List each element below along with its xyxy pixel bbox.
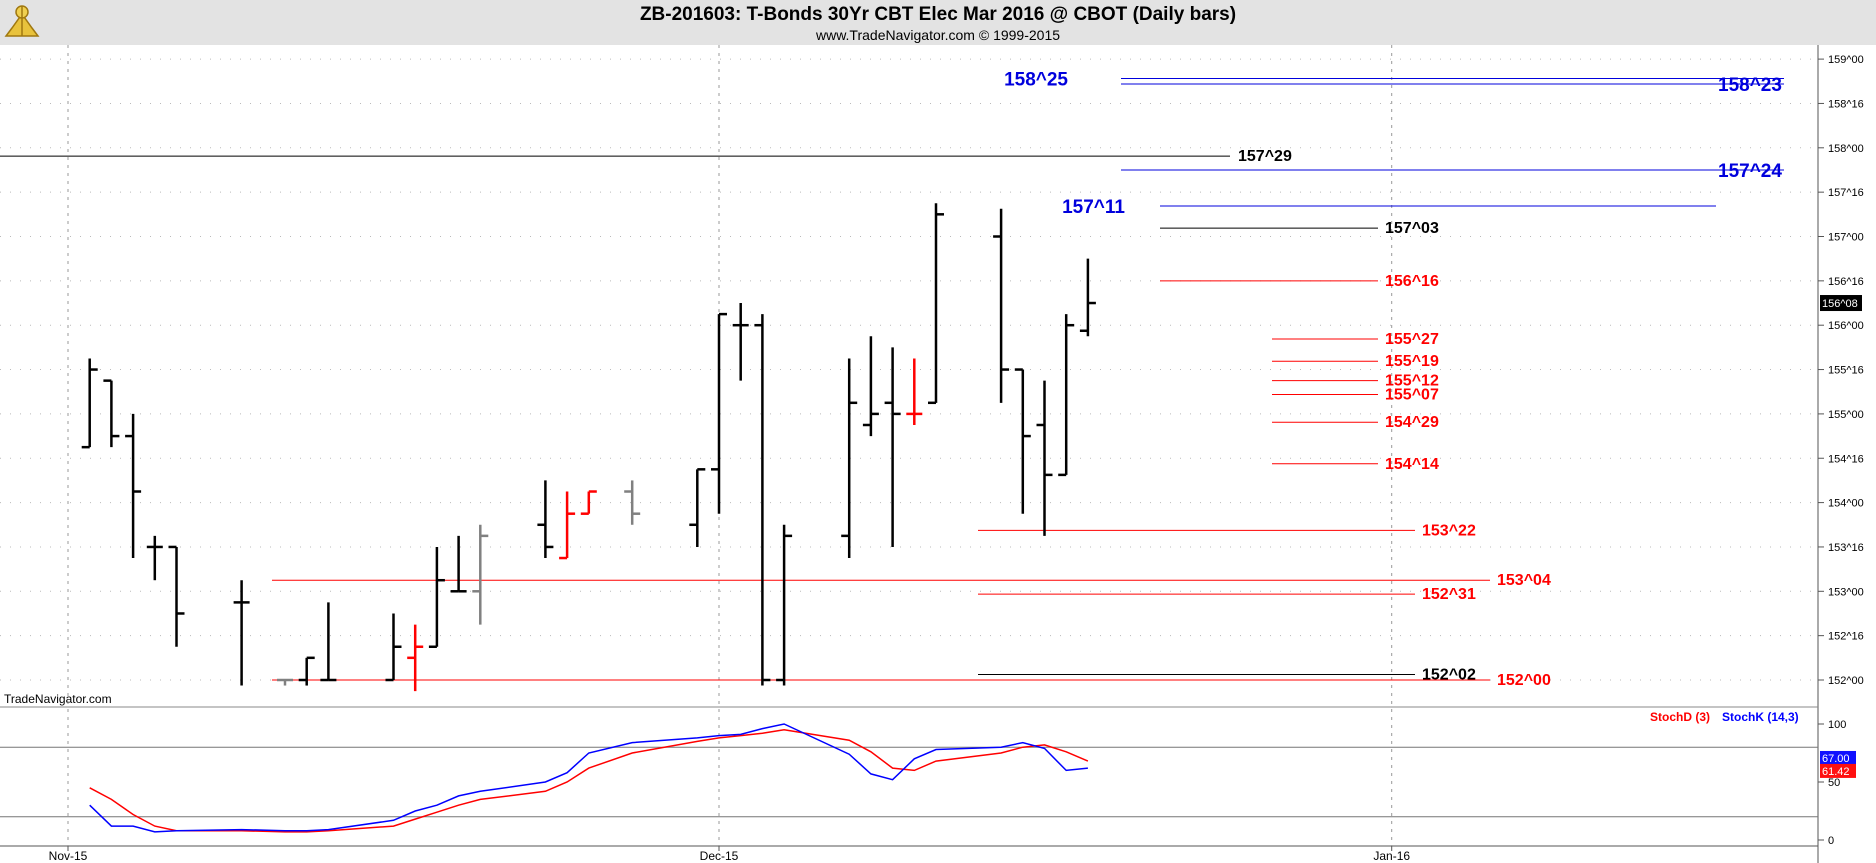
y-tick-label: 158^00 (1828, 143, 1864, 155)
y-tick-label: 158^16 (1828, 98, 1864, 110)
level-label: 157^11 (1062, 197, 1125, 218)
level-label: 155^27 (1385, 331, 1439, 348)
last-price-box (1820, 295, 1862, 312)
stoch-y-tick-label: 0 (1828, 835, 1834, 847)
y-tick-label: 156^00 (1828, 320, 1864, 332)
stoch-y-tick-label: 50 (1828, 777, 1840, 789)
stoch-legend-d: StochD (3) (1650, 710, 1710, 724)
y-tick-label: 157^16 (1828, 187, 1864, 199)
y-tick-label: 157^00 (1828, 232, 1864, 244)
y-tick-label: 155^00 (1828, 409, 1864, 421)
time-axis: Nov-15 Dec-15 Jan-16 (49, 846, 1410, 863)
level-label: 155^07 (1385, 386, 1439, 403)
x-tick-label: Dec-15 (700, 849, 739, 863)
level-label: 154^29 (1385, 414, 1439, 431)
last-price-label: 156^08 (1822, 298, 1858, 310)
level-label: 152^00 (1497, 672, 1551, 689)
x-tick-label: Nov-15 (49, 849, 88, 863)
y-tick-label: 153^16 (1828, 542, 1864, 554)
y-tick-label: 155^16 (1828, 365, 1864, 377)
x-tick-label: Jan-16 (1373, 849, 1410, 863)
level-label: 158^23 (1718, 75, 1782, 96)
level-label: 157^03 (1385, 220, 1439, 237)
stoch-d-value-box (1820, 763, 1856, 778)
y-tick-label: 154^16 (1828, 453, 1864, 465)
level-label: 157^24 (1718, 161, 1782, 182)
grid (0, 45, 1818, 846)
y-tick-label: 153^00 (1828, 586, 1864, 598)
stoch-k-value-box (1820, 750, 1856, 765)
level-label: 156^16 (1385, 273, 1439, 290)
sextant-logo-icon (4, 5, 40, 37)
y-tick-label: 159^00 (1828, 54, 1864, 66)
stoch-series-line (89, 723, 1088, 833)
price-bars (81, 203, 1096, 692)
level-label: 154^14 (1385, 456, 1439, 473)
watermark: TradeNavigator.com (4, 692, 112, 706)
y-tick-label: 152^16 (1828, 631, 1864, 643)
stoch-series-line (89, 729, 1089, 833)
level-label: 155^19 (1385, 353, 1439, 370)
level-label: 152^02 (1422, 666, 1476, 683)
stoch-k-value-label: 67.00 (1822, 753, 1850, 765)
chart-subtitle: www.TradeNavigator.com © 1999-2015 (815, 27, 1060, 43)
stoch-y-tick-label: 100 (1828, 719, 1846, 731)
y-tick-label: 154^00 (1828, 498, 1864, 510)
level-label: 152^31 (1422, 586, 1476, 603)
header-band (0, 0, 1876, 45)
stoch-d-value-label: 61.42 (1822, 766, 1850, 778)
level-label: 158^25 (1004, 70, 1068, 91)
y-tick-label: 152^00 (1828, 675, 1864, 687)
level-label: 155^12 (1385, 373, 1439, 390)
chart-title: ZB-201603: T-Bonds 30Yr CBT Elec Mar 201… (640, 4, 1236, 25)
level-lines: 158^25 158^23 157^29 157^24 157^11 157^03 156^… (0, 70, 1784, 689)
y-tick-label: 156^16 (1828, 276, 1864, 288)
price-axis: 152^00 152^16 153^00 153^16 154^00 154^16 155^… (1818, 54, 1864, 687)
level-label: 153^04 (1497, 572, 1551, 589)
level-label: 153^22 (1422, 522, 1476, 539)
stoch-legend-k: StochK (14,3) (1722, 710, 1799, 724)
level-label: 157^29 (1238, 148, 1292, 165)
